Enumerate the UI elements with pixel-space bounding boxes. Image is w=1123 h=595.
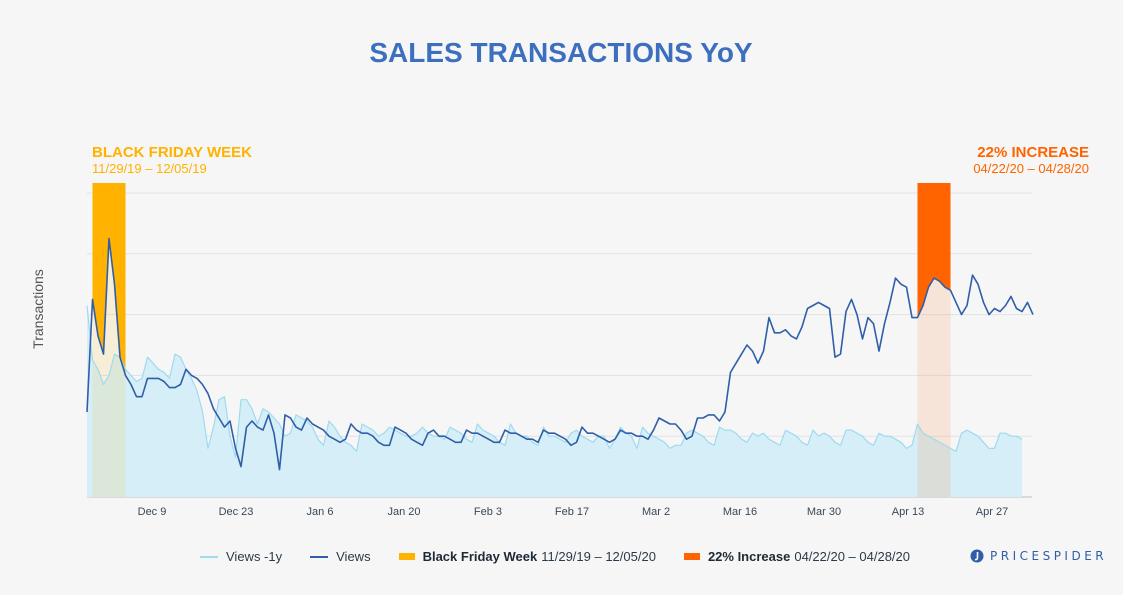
spider-logo-icon bbox=[970, 549, 984, 563]
annotation-title-0: BLACK FRIDAY WEEK bbox=[92, 144, 252, 161]
data-points bbox=[86, 238, 1034, 470]
x-tick-label: Dec 23 bbox=[219, 506, 254, 518]
x-tick-label: Feb 17 bbox=[555, 506, 589, 518]
legend-swatch-views bbox=[310, 555, 329, 558]
chart-title: SALES TRANSACTIONS YoY bbox=[369, 37, 753, 68]
annotation-dates-1: 04/22/20 – 04/28/20 bbox=[973, 161, 1089, 176]
x-tick-label: Jan 6 bbox=[307, 506, 334, 518]
highlight-fill-0 bbox=[92, 183, 126, 376]
y-axis-label: Transactions bbox=[30, 269, 46, 349]
legend-dates-increase: 04/22/20 – 04/28/20 bbox=[794, 549, 911, 564]
legend-item-views-1y[interactable]: Views -1y bbox=[200, 549, 282, 564]
legend-label-views: Views bbox=[336, 549, 371, 564]
x-tick-label: Apr 13 bbox=[892, 506, 924, 518]
area-layer bbox=[87, 305, 1022, 497]
brand-name: PRICESPIDER bbox=[990, 549, 1108, 563]
series-area-0 bbox=[87, 305, 1022, 497]
annotation-title-1: 22% INCREASE bbox=[977, 144, 1089, 161]
legend: Views -1y Views Black Friday Week 11/29/… bbox=[200, 549, 938, 564]
x-tick-label: Mar 2 bbox=[642, 506, 670, 518]
x-tick-label: Feb 3 bbox=[474, 506, 502, 518]
sales-chart: SALES TRANSACTIONS YoY Transactions Dec … bbox=[30, 37, 1089, 518]
x-tick-labels: Dec 9 Dec 23 Jan 6 Jan 20 Feb 3 Feb 17 Mar 2 Ma… bbox=[138, 506, 1009, 518]
x-tick-label: Mar 16 bbox=[723, 506, 757, 518]
annotation-dates-0: 11/29/19 – 12/05/19 bbox=[92, 161, 207, 176]
legend-label-views-1y: Views -1y bbox=[226, 549, 283, 564]
legend-item-black-friday[interactable]: Black Friday Week 11/29/19 – 12/05/20 bbox=[398, 549, 656, 564]
brand-logo: PRICESPIDER bbox=[970, 549, 1107, 563]
legend-item-increase[interactable]: 22% Increase 04/22/20 – 04/28/20 bbox=[683, 549, 911, 564]
x-tick-label: Jan 20 bbox=[387, 506, 420, 518]
x-tick-label: Mar 30 bbox=[807, 506, 841, 518]
legend-swatch-black-friday bbox=[398, 553, 415, 560]
legend-dates-black-friday: 11/29/19 – 12/05/20 bbox=[541, 549, 656, 564]
legend-swatch-views-1y bbox=[200, 555, 218, 558]
legend-item-views[interactable]: Views bbox=[310, 549, 371, 564]
legend-swatch-increase bbox=[683, 553, 700, 560]
x-tick-label: Apr 27 bbox=[976, 506, 1008, 518]
legend-label-increase: 22% Increase bbox=[707, 549, 791, 564]
x-tick-label: Dec 9 bbox=[138, 506, 167, 518]
legend-label-black-friday: Black Friday Week bbox=[422, 549, 538, 564]
